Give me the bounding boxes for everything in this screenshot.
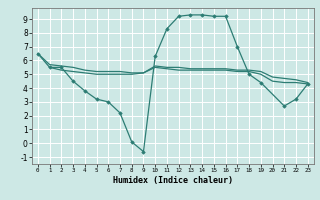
X-axis label: Humidex (Indice chaleur): Humidex (Indice chaleur)	[113, 176, 233, 185]
